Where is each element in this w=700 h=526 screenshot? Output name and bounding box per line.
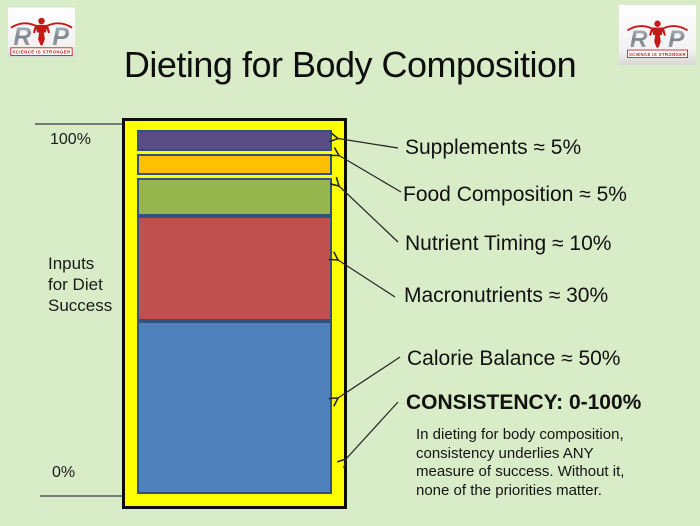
logo-tagline-band <box>10 47 73 56</box>
bar-segment-food-composition <box>137 153 332 175</box>
axis-side-label: Inputs for Diet Success <box>48 254 113 315</box>
bodybuilder-icon <box>32 17 51 46</box>
label-food-composition: Food Composition ≈ 5% <box>403 183 627 206</box>
bodybuilder-icon <box>649 20 666 48</box>
logo-tagline-band <box>627 49 688 58</box>
slide-title: Dieting for Body Composition <box>123 44 577 85</box>
axis-label-100: 100% <box>50 131 91 148</box>
label-supplements: Supplements ≈ 5% <box>405 136 582 159</box>
logo-swoosh-left <box>626 25 653 32</box>
consistency-note: In dieting for body composition, consist… <box>416 426 625 499</box>
logo-swoosh-right <box>662 25 689 32</box>
label-nutrient-timing: Nutrient Timing ≈ 10% <box>405 232 612 255</box>
arrow-food-composition <box>329 147 402 193</box>
bar-segment-macronutrients <box>137 215 332 322</box>
bar-segment-supplements <box>137 130 332 151</box>
logo-swoosh-left <box>10 22 37 29</box>
logo-letter-p: P <box>52 23 69 51</box>
arrow-consistency <box>336 401 399 469</box>
logo-letter-r: R <box>630 26 648 53</box>
stacked-bar <box>137 130 332 495</box>
arrow-calorie-balance <box>328 356 401 407</box>
label-calorie-balance: Calorie Balance ≈ 50% <box>407 347 621 370</box>
logo-letter-r: R <box>13 23 31 51</box>
logo-swoosh-right <box>46 22 73 29</box>
logo-letter-p: P <box>668 26 685 53</box>
consistency-wrapper <box>122 118 347 509</box>
label-consistency: CONSISTENCY: 0-100% <box>406 391 642 414</box>
bar-segment-nutrient-timing <box>137 177 332 216</box>
rp-logo-left: R P SCIENCE IS STRONGER <box>8 7 75 58</box>
arrow-nutrient-timing <box>329 176 399 243</box>
label-macronutrients: Macronutrients ≈ 30% <box>404 284 609 307</box>
arrow-supplements <box>329 132 399 149</box>
bar-segment-calorie-balance <box>137 321 332 495</box>
logo-tagline: SCIENCE IS STRONGER <box>12 50 71 55</box>
rp-logo-right: R P SCIENCE IS STRONGER <box>619 4 696 66</box>
logo-tagline: SCIENCE IS STRONGER <box>629 52 687 57</box>
axis-label-0: 0% <box>52 464 76 481</box>
